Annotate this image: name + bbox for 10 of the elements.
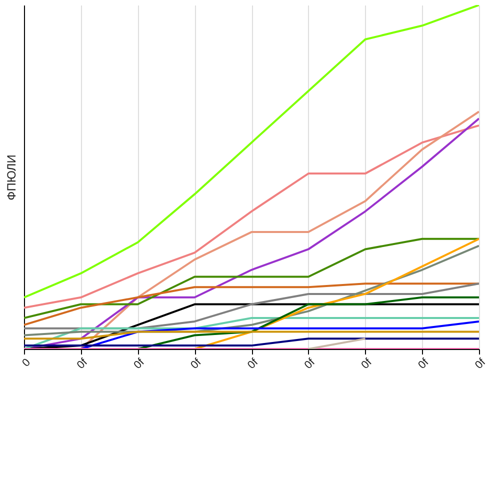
x-tick-label: 0f [74,356,91,372]
y-axis-title: ФПЮЛИ [4,154,18,200]
x-tick-label: 0f [473,356,489,372]
x-tick-label: 0f [246,356,262,372]
x-tick-label: 0 [20,356,33,370]
x-tick-label: 0f [302,356,318,372]
x-tick-label: 0f [132,356,148,372]
x-tick-label: 0f [359,356,375,372]
x-tick-label: 0f [416,356,432,372]
x-tick-label: 0f [188,356,204,372]
